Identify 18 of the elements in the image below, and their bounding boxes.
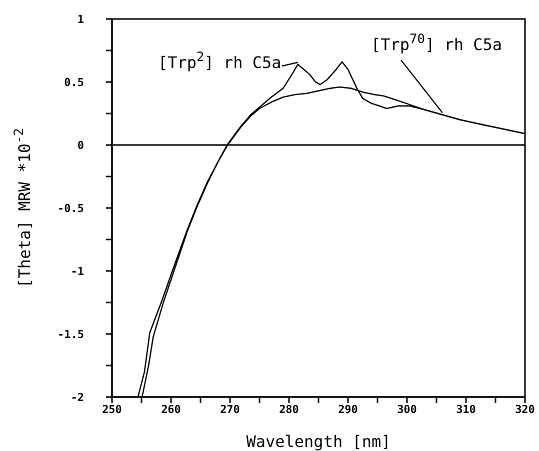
y-tick-label: 0 (77, 138, 84, 152)
x-tick-label: 290 (338, 402, 358, 416)
text: [Trp$^{70}$] rh C5a (371, 32, 502, 54)
x-tick-label: 250 (102, 402, 122, 416)
y-tick-label: -1.5 (58, 328, 84, 341)
legend-label: [Trp$^{2}$] rh C5a (158, 50, 282, 72)
x-axis-title: Wavelength [nm] (246, 432, 391, 451)
x-tick-label: 260 (161, 402, 181, 416)
y-tick-label: -0.5 (58, 202, 84, 215)
y-tick-label: 1 (77, 12, 84, 26)
x-tick-label: 310 (456, 402, 476, 416)
y-tick-label: -1 (70, 264, 84, 278)
x-tick-label: 320 (515, 402, 535, 416)
x-tick-label: 280 (279, 402, 299, 416)
x-tick-label: 300 (397, 402, 417, 416)
y-tick-label: -2 (70, 390, 84, 404)
y-tick-label: 0.5 (64, 76, 84, 89)
x-tick-label: 270 (220, 402, 240, 416)
